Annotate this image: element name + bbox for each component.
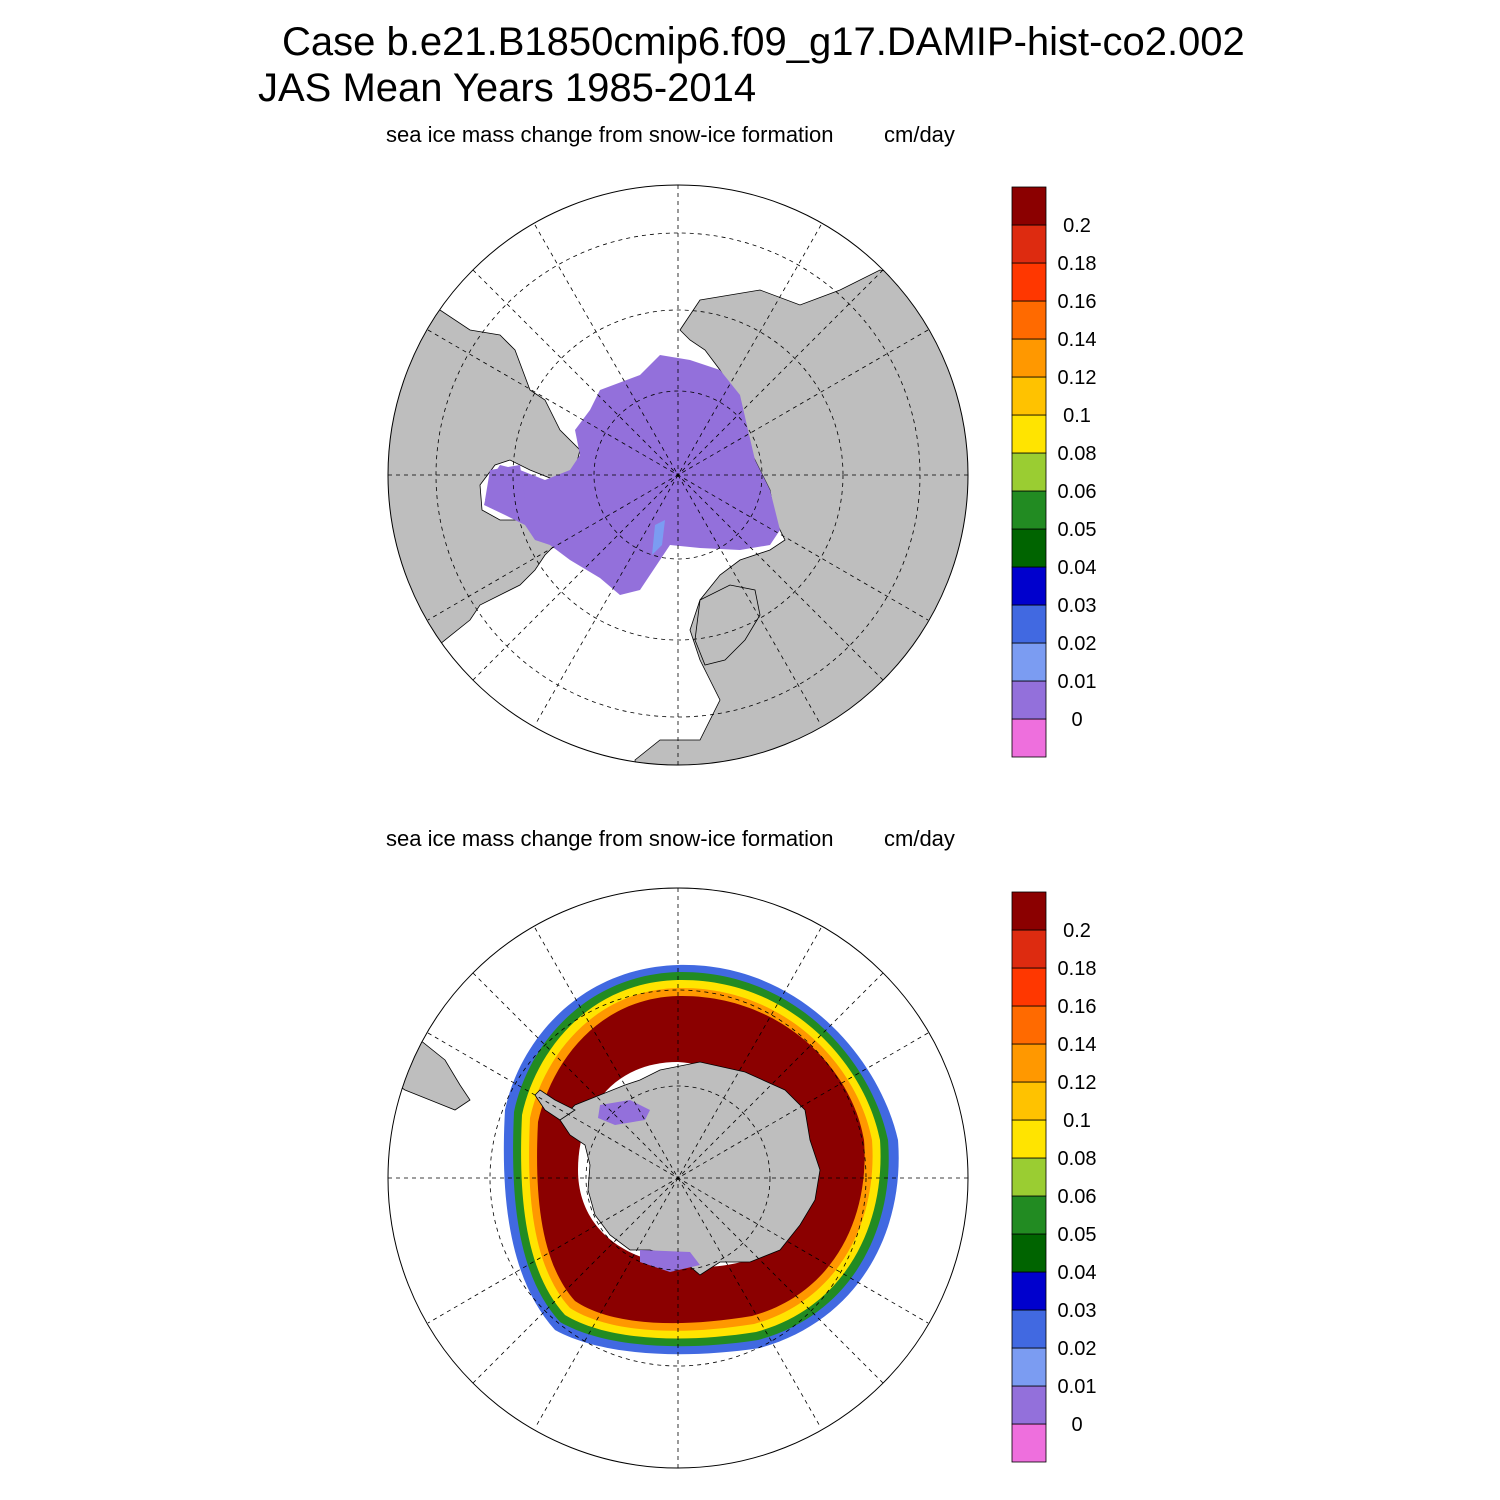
- north-colorbar-tick-label: 0.18: [1058, 253, 1097, 275]
- north-colorbar-tick-label: 0.03: [1058, 595, 1097, 617]
- south-weddell-low-patch: [598, 1100, 650, 1125]
- figure-title-line1: Case b.e21.B1850cmip6.f09_g17.DAMIP-hist…: [282, 20, 1245, 64]
- south-colorbar-box: [1011, 891, 1047, 931]
- south-colorbar-box: [1011, 1119, 1047, 1159]
- north-graticule: [388, 185, 968, 765]
- south-colorbar-box: [1011, 1195, 1047, 1235]
- south-colorbar-box: [1011, 1157, 1047, 1197]
- north-greenland-coastal-ice: [652, 520, 665, 555]
- south-map-border: [387, 887, 969, 1469]
- south-colorbar-tick-label: 0.01: [1058, 1376, 1097, 1398]
- south-colorbar: 0 0.01 0.02 0.03 0.04 0.05 0.06 0.08 0.1 0.12 0.14…: [1011, 891, 1097, 1463]
- north-colorbar-box: [1011, 604, 1047, 644]
- north-colorbar-box: [1011, 528, 1047, 568]
- south-panel-variable-label: sea ice mass change from snow-ice format…: [386, 826, 834, 851]
- north-colorbar-tick-label: 0.08: [1058, 443, 1097, 465]
- north-colorbar-box: [1011, 224, 1047, 264]
- south-colorbar-tick-label: 0: [1071, 1414, 1082, 1436]
- north-colorbar-box: [1011, 300, 1047, 340]
- south-polar-map: [387, 887, 969, 1469]
- south-ross-low-patch: [640, 1250, 700, 1272]
- north-colorbar-tick-label: 0.2: [1063, 215, 1091, 237]
- north-colorbar: 0 0.01 0.02 0.03 0.04 0.05 0.06 0.08 0.1 0.12 0.14…: [1011, 186, 1097, 758]
- north-colorbar-tick-label: 0.14: [1058, 329, 1097, 351]
- south-colorbar-tick-label: 0.1: [1063, 1110, 1091, 1132]
- south-colorbar-tick-label: 0.04: [1058, 1262, 1097, 1284]
- north-colorbar-box: [1011, 642, 1047, 682]
- north-panel-variable-label: sea ice mass change from snow-ice format…: [386, 122, 834, 147]
- north-colorbar-box: [1011, 376, 1047, 416]
- north-colorbar-box: [1011, 262, 1047, 302]
- north-colorbar-tick-label: 0.04: [1058, 557, 1097, 579]
- south-colorbar-box: [1011, 929, 1047, 969]
- north-colorbar-box: [1011, 718, 1047, 758]
- south-colorbar-box: [1011, 1233, 1047, 1273]
- north-colorbar-box: [1011, 186, 1047, 226]
- south-colorbar-tick-label: 0.12: [1058, 1072, 1097, 1094]
- north-polar-map: [387, 184, 969, 766]
- south-colorbar-tick-label: 0.18: [1058, 958, 1097, 980]
- north-colorbar-tick-label: 0.01: [1058, 671, 1097, 693]
- north-colorbar-box: [1011, 338, 1047, 378]
- south-colorbar-tick-label: 0.2: [1063, 920, 1091, 942]
- south-colorbar-box: [1011, 1347, 1047, 1387]
- north-colorbar-tick-label: 0.02: [1058, 633, 1097, 655]
- south-graticule: [388, 888, 968, 1468]
- north-colorbar-tick-label: 0.16: [1058, 291, 1097, 313]
- north-colorbar-tick-label: 0: [1071, 709, 1082, 731]
- figure-title-line2: JAS Mean Years 1985-2014: [258, 66, 757, 110]
- south-colorbar-box: [1011, 1081, 1047, 1121]
- north-hudson-ice-patch: [485, 465, 525, 510]
- south-colorbar-tick-label: 0.03: [1058, 1300, 1097, 1322]
- south-colorbar-tick-label: 0.08: [1058, 1148, 1097, 1170]
- south-colorbar-tick-label: 0.05: [1058, 1224, 1097, 1246]
- south-colorbar-box: [1011, 1385, 1047, 1425]
- north-colorbar-box: [1011, 680, 1047, 720]
- south-colorbar-box: [1011, 967, 1047, 1007]
- south-panel-units: cm/day: [884, 826, 955, 851]
- south-colorbar-box: [1011, 1005, 1047, 1045]
- north-colorbar-tick-label: 0.05: [1058, 519, 1097, 541]
- south-colorbar-box: [1011, 1271, 1047, 1311]
- south-colorbar-box: [1011, 1043, 1047, 1083]
- north-colorbar-box: [1011, 566, 1047, 606]
- north-map-border: [387, 184, 969, 766]
- south-colorbar-tick-label: 0.06: [1058, 1186, 1097, 1208]
- north-colorbar-box: [1011, 490, 1047, 530]
- north-america-landmass: [388, 299, 581, 661]
- scandinavia-landmass: [694, 584, 761, 666]
- north-colorbar-box: [1011, 414, 1047, 454]
- south-colorbar-box: [1011, 1309, 1047, 1349]
- north-colorbar-tick-label: 0.12: [1058, 367, 1097, 389]
- antarctic-peninsula: [534, 1089, 576, 1121]
- north-panel-units: cm/day: [884, 122, 955, 147]
- north-colorbar-tick-label: 0.1: [1063, 405, 1091, 427]
- north-colorbar-box: [1011, 452, 1047, 492]
- north-colorbar-tick-label: 0.06: [1058, 481, 1097, 503]
- south-colorbar-box: [1011, 1423, 1047, 1463]
- south-colorbar-tick-label: 0.14: [1058, 1034, 1097, 1056]
- south-colorbar-tick-label: 0.02: [1058, 1338, 1097, 1360]
- south-colorbar-tick-label: 0.16: [1058, 996, 1097, 1018]
